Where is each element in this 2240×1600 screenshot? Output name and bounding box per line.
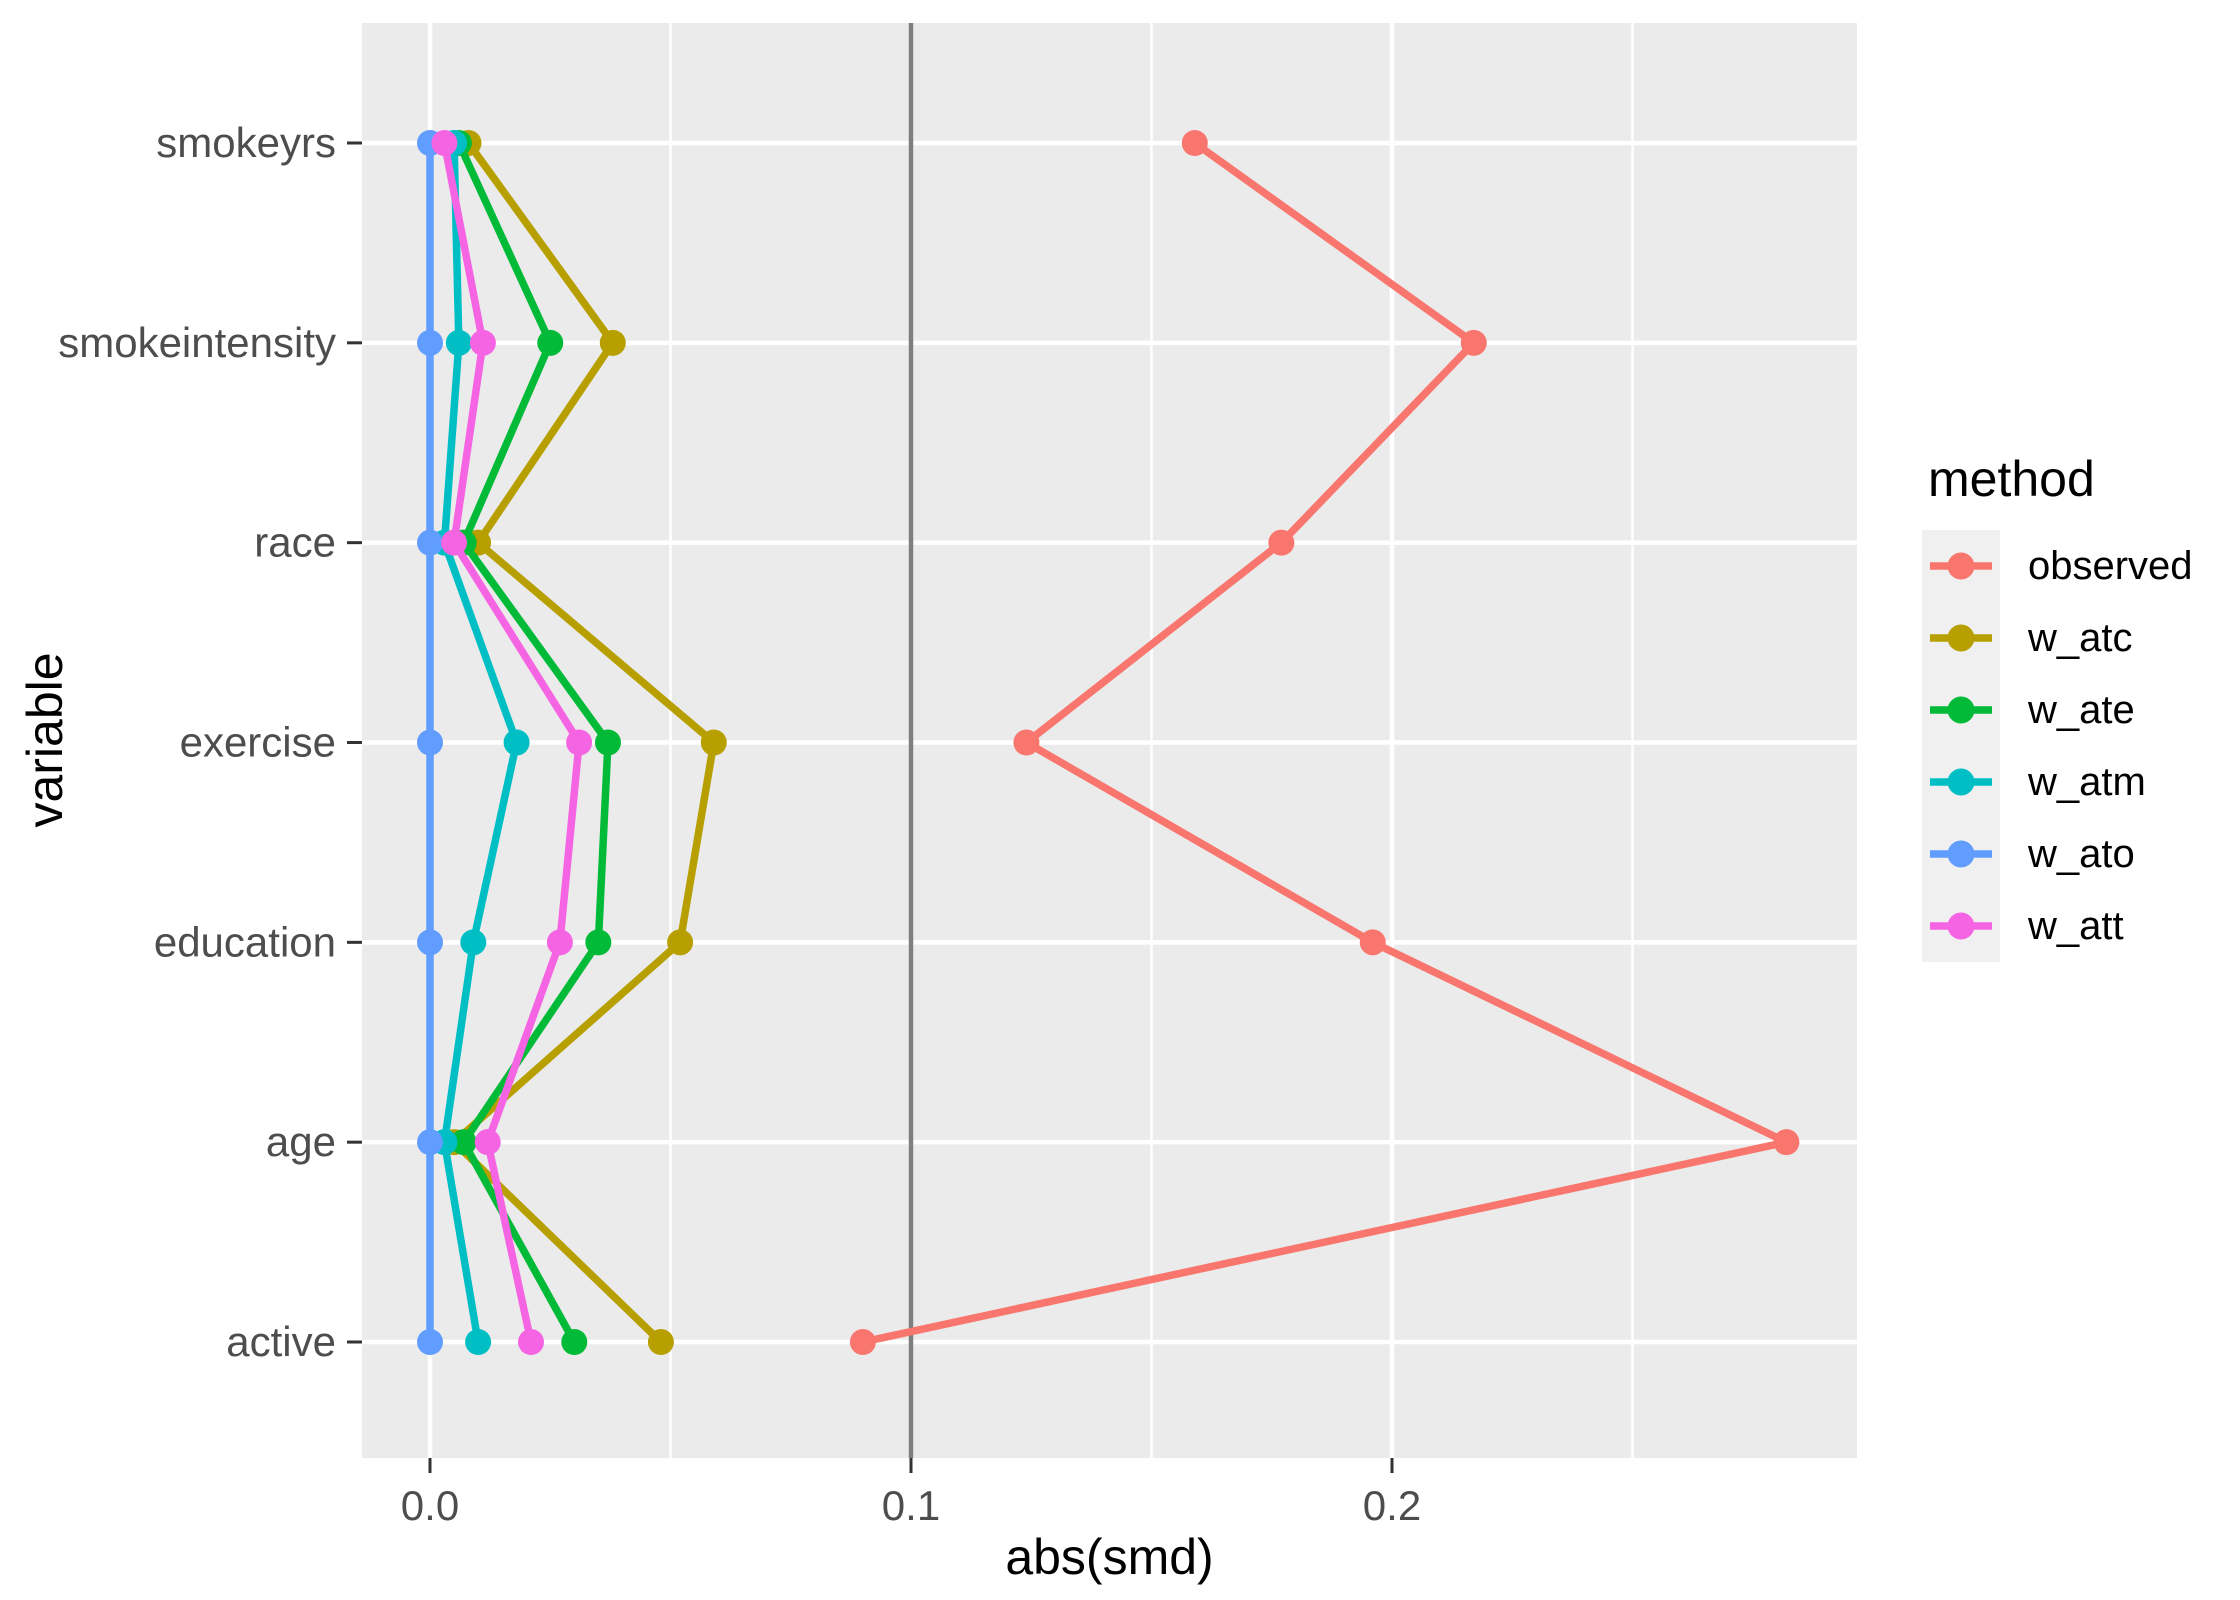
x-tick-label: 0.1 [882,1482,940,1529]
legend-key-w_ato-icon [1922,818,2000,890]
legend-key-observed-icon [1922,530,2000,602]
y-tick-label-age: age [266,1118,336,1165]
legend-items: observed w_atc w_ate w_atm w_ato w_att [1922,530,2193,962]
legend-label-w_ato: w_ato [2028,831,2135,876]
point-w_atm-smokeintensity [445,329,472,356]
point-w_ato-smokeintensity [417,329,443,356]
y-tick-label-smokeyrs: smokeyrs [156,119,336,166]
point-w_att-smokeintensity [469,329,496,356]
legend-label-w_att: w_att [2028,903,2124,948]
legend-key-w_ate-icon [1922,674,2000,746]
point-w_atc-exercise [700,729,727,756]
x-axis-title: abs(smd) [1005,1529,1214,1585]
point-w_atc-education [667,929,694,956]
y-axis-title: variable [17,652,73,828]
point-observed-exercise [1013,729,1040,756]
point-w_att-exercise [566,729,593,756]
point-w_att-smokeyrs [431,130,458,156]
point-w_ato-education [417,929,443,956]
point-w_atm-active [465,1329,492,1355]
point-w_att-active [518,1329,545,1355]
x-tick-label: 0.0 [401,1482,459,1529]
point-w_att-race [441,529,468,556]
point-observed-education [1359,929,1386,956]
point-w_ate-smokeintensity [537,329,564,356]
point-observed-age [1773,1129,1800,1156]
point-w_ate-active [561,1329,588,1355]
point-w_ato-age [417,1129,443,1156]
y-tick-label-active: active [226,1318,336,1365]
legend-item-w_ate: w_ate [1922,674,2193,746]
legend-item-w_att: w_att [1922,890,2193,962]
legend-title: method [1928,451,2095,507]
point-observed-active [849,1329,876,1355]
legend-label-w_atc: w_atc [2028,615,2133,660]
point-w_ato-active [417,1329,443,1355]
point-w_ate-exercise [594,729,621,756]
legend-key-w_atc-icon [1922,602,2000,674]
point-observed-race [1268,529,1295,556]
point-observed-smokeintensity [1460,329,1487,356]
point-w_att-age [474,1129,501,1156]
y-tick-label-education: education [154,918,336,965]
legend-label-observed: observed [2028,543,2193,588]
legend-item-observed: observed [1922,530,2193,602]
x-tick-label: 0.2 [1363,1482,1421,1529]
point-w_atc-active [647,1329,674,1355]
point-w_atm-education [460,929,487,956]
y-tick-label-exercise: exercise [180,719,336,766]
y-tick-label-smokeintensity: smokeintensity [58,319,336,366]
point-w_ato-race [417,529,443,556]
legend: method observed w_atc w_ate w_atm w_ato w_att [1922,450,2193,962]
legend-key-w_atm-icon [1922,746,2000,818]
y-tick-label-race: race [254,519,336,566]
legend-item-w_ato: w_ato [1922,818,2193,890]
legend-item-w_atc: w_atc [1922,602,2193,674]
point-w_ato-exercise [417,729,443,756]
legend-key-w_att-icon [1922,890,2000,962]
point-w_atc-smokeintensity [599,329,626,356]
legend-item-w_atm: w_atm [1922,746,2193,818]
point-observed-smokeyrs [1181,130,1208,156]
point-w_ate-age [450,1129,477,1156]
point-w_ate-education [585,929,612,956]
point-w_atm-exercise [503,729,530,756]
legend-label-w_atm: w_atm [2028,759,2146,804]
legend-label-w_ate: w_ate [2028,687,2135,732]
point-w_att-education [546,929,573,956]
